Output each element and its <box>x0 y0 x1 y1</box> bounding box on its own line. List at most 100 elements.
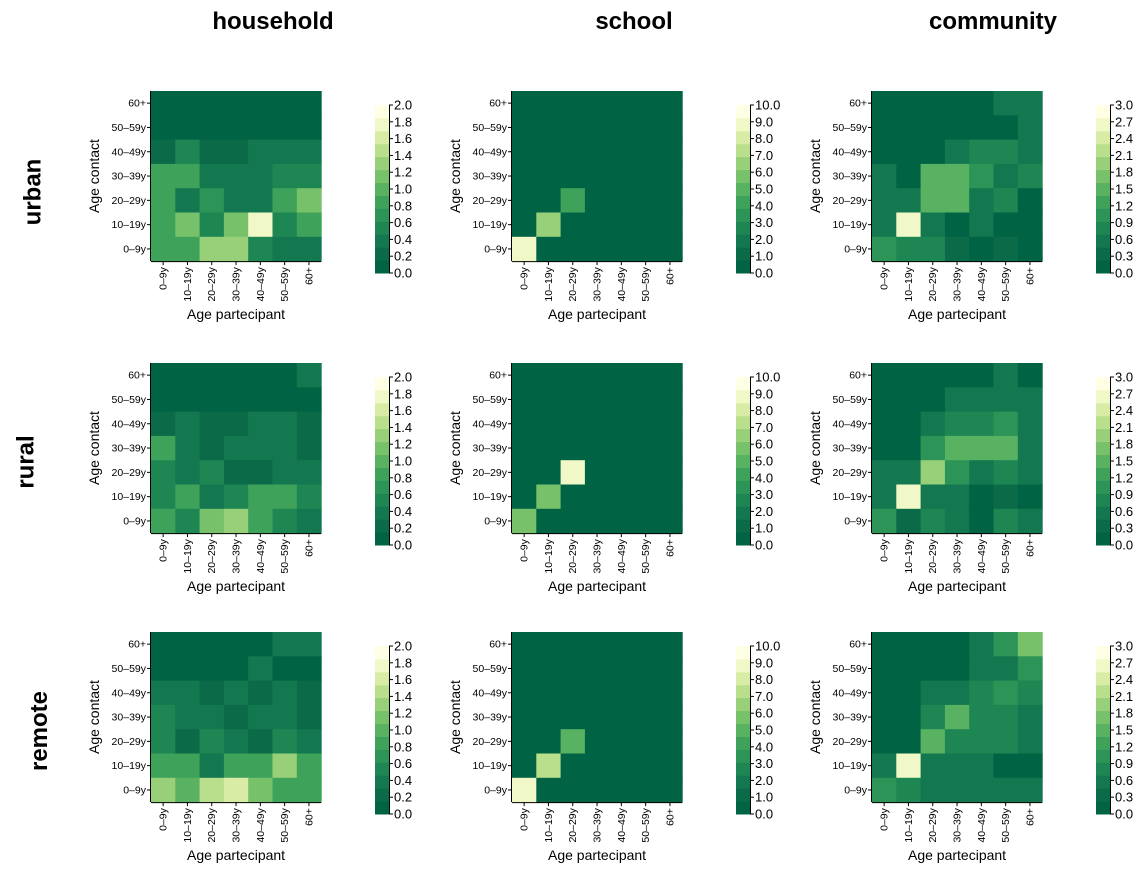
heatmap-cell <box>296 704 322 730</box>
heatmap-cell <box>151 387 176 413</box>
colorbar-segment <box>375 389 389 404</box>
colorbar-tick-label: 1.2 <box>1115 739 1133 754</box>
heatmap-cell <box>272 363 298 388</box>
heatmap-cell <box>560 632 586 657</box>
heatmap-cell <box>175 777 201 803</box>
heatmap-cell <box>223 729 249 755</box>
colorbar-tick-label: 5.0 <box>755 723 773 738</box>
colorbar-segment <box>736 247 750 261</box>
x-tick-label: 20–29y <box>927 538 939 573</box>
heatmap-cell <box>199 777 225 803</box>
x-tick-label: 20–29y <box>927 266 939 301</box>
heatmap-cell <box>896 236 922 262</box>
colorbar-segment <box>1096 402 1110 417</box>
y-tick-label: 10–19y <box>833 219 868 231</box>
y-tick-label: 20–29y <box>473 467 508 479</box>
colorbar-segment <box>1096 658 1110 673</box>
colorbar-tick-label: 7.0 <box>755 148 773 163</box>
colorbar-segment <box>1096 646 1110 660</box>
colorbar-tick-label: 3.0 <box>755 756 773 771</box>
heatmap-cell <box>223 188 249 214</box>
heatmap-cell <box>512 508 537 534</box>
heatmap-cell <box>1017 411 1043 437</box>
heatmap-cell <box>175 91 201 116</box>
colorbar-segment <box>375 762 389 776</box>
heatmap-cell <box>657 387 683 413</box>
x-tick-label: 30–39y <box>952 538 964 573</box>
x-tick-label: 20–29y <box>927 807 939 842</box>
heatmap-cell <box>944 363 970 388</box>
heatmap-cell <box>536 632 562 657</box>
heatmap-cell <box>657 212 683 238</box>
heatmap-cell <box>896 484 922 510</box>
y-tick-label: 60+ <box>489 370 507 382</box>
y-tick-label: 50–59y <box>473 122 508 134</box>
heatmap-cell <box>872 91 897 116</box>
x-axis-title: Age partecipant <box>908 578 1006 594</box>
heatmap-cell <box>151 363 176 388</box>
heatmap-cell <box>944 411 970 437</box>
heatmap-cell <box>151 163 176 189</box>
colorbar-segment <box>375 105 389 119</box>
heatmap-cell <box>248 188 274 214</box>
y-tick-label: 20–29y <box>112 467 147 479</box>
x-tick-label: 50–59y <box>1000 807 1012 842</box>
heatmap-cell <box>151 139 176 165</box>
heatmap-cell <box>872 460 897 486</box>
heatmap-cell <box>199 435 225 461</box>
colorbar-segment <box>1096 169 1110 184</box>
heatmap-cell <box>969 632 995 657</box>
heatmap-cell <box>560 460 586 486</box>
heatmap-cell <box>560 777 586 803</box>
colorbar-tick-label: 1.0 <box>755 249 773 264</box>
colorbar-segment <box>1096 105 1110 119</box>
heatmap-cell <box>944 680 970 706</box>
colorbar-tick-label: 9.0 <box>755 386 773 401</box>
heatmap-cell <box>151 704 176 730</box>
heatmap-cell <box>969 435 995 461</box>
heatmap-cell <box>272 753 298 779</box>
heatmap-cell <box>609 139 635 165</box>
heatmap-cell <box>993 435 1019 461</box>
heatmap-cell <box>272 435 298 461</box>
heatmap-cell <box>175 387 201 413</box>
heatmap-cell <box>296 777 322 803</box>
heatmap-cell <box>993 460 1019 486</box>
colorbar-segment <box>375 532 389 546</box>
heatmap-cell <box>512 387 537 413</box>
colorbar-segment <box>736 788 750 802</box>
y-tick-label: 60+ <box>489 639 507 651</box>
heatmap-rural-community: 0–9y 10–19y 20–29y 30–39y 40–49y 50–59y 60+ 0–9… <box>807 363 1133 594</box>
colorbar-segment <box>1096 775 1110 789</box>
colorbar-tick-label: 2.1 <box>1115 148 1133 163</box>
x-tick-label: 40–49y <box>616 266 628 301</box>
heatmap-cell <box>512 656 537 682</box>
heatmap-cell <box>944 236 970 262</box>
heatmap-cell <box>633 435 659 461</box>
heatmap-cell <box>1017 212 1043 238</box>
heatmap-cell <box>657 236 683 262</box>
heatmap-cell <box>920 212 946 238</box>
colorbar-segment <box>1096 377 1110 391</box>
heatmap-cell <box>944 387 970 413</box>
heatmap-cell <box>920 363 946 388</box>
heatmap-cell <box>223 680 249 706</box>
colorbar-segment <box>1096 519 1110 533</box>
heatmap-cell <box>633 188 659 214</box>
heatmap-cell <box>944 777 970 803</box>
heatmap-cell <box>633 387 659 413</box>
heatmap-cell <box>920 777 946 803</box>
heatmap-cell <box>151 236 176 262</box>
colorbar-tick-label: 0.6 <box>394 487 412 502</box>
heatmap-cell <box>633 656 659 682</box>
y-tick-label: 30–39y <box>833 443 868 455</box>
x-axis-title: Age partecipant <box>187 306 285 322</box>
heatmap-cell <box>199 460 225 486</box>
colorbar-segment <box>375 415 389 430</box>
heatmap-cell <box>272 139 298 165</box>
y-tick-label: 40–49y <box>112 146 147 158</box>
heatmap-cell <box>944 484 970 510</box>
y-tick-label: 30–39y <box>473 171 508 183</box>
heatmap-cell <box>969 363 995 388</box>
heatmap-cell <box>296 656 322 682</box>
